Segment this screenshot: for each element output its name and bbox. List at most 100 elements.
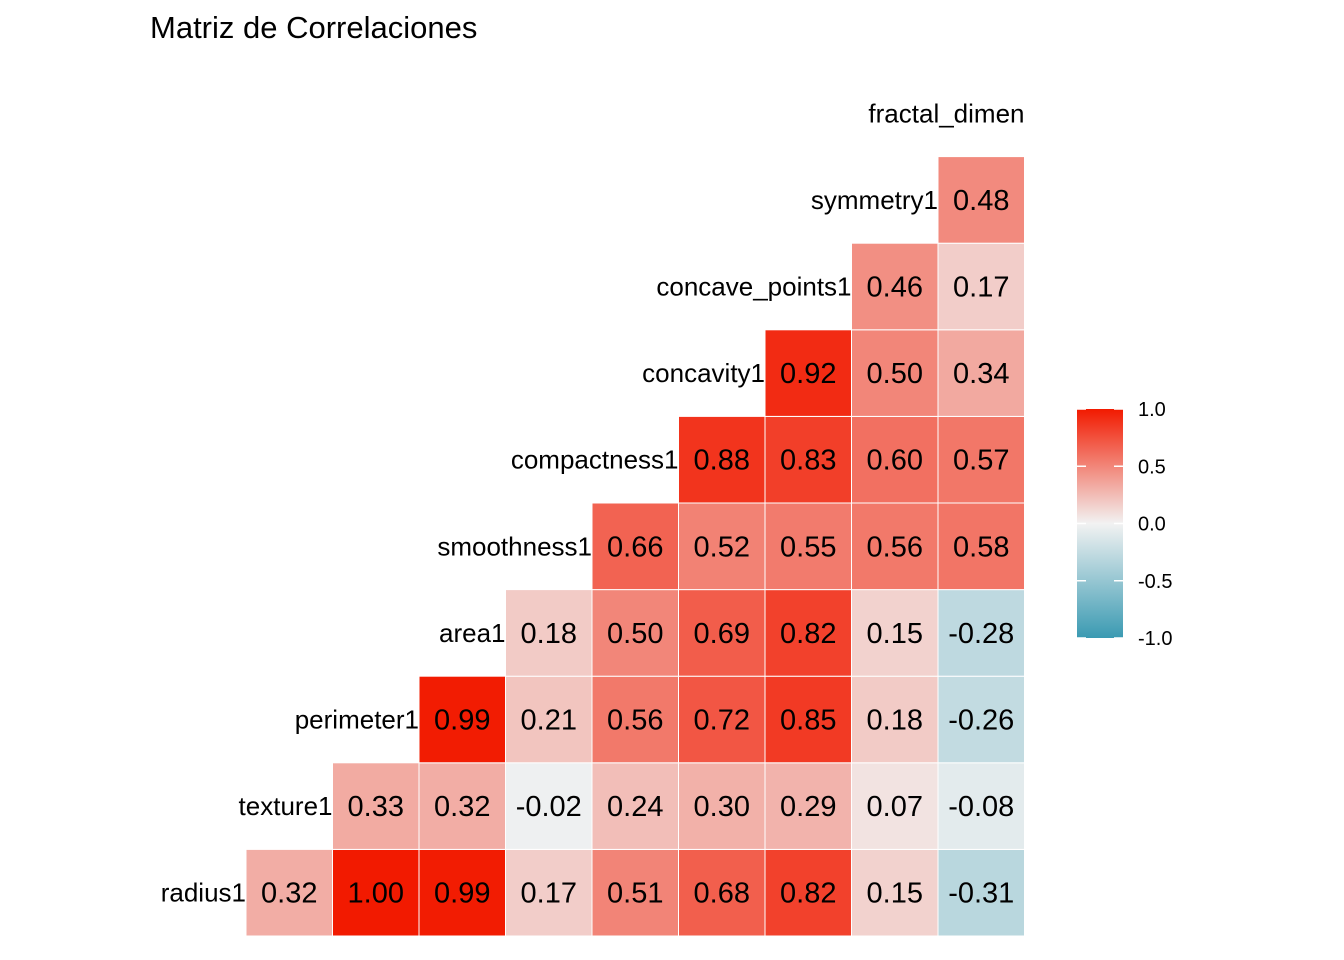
- cell-value: 0.32: [261, 878, 317, 910]
- cell-value: 0.99: [434, 705, 490, 737]
- row-label: concavity1: [642, 358, 765, 388]
- heatmap-cell: [764, 415, 852, 504]
- heatmap-cell: [678, 848, 766, 937]
- chart-title: Matriz de Correlaciones: [150, 10, 478, 45]
- heatmap-cell: [505, 848, 593, 937]
- cell-value: 0.57: [953, 445, 1009, 477]
- cell-value: 0.50: [607, 618, 663, 650]
- cell-value: 0.17: [521, 878, 577, 910]
- legend-tick-label: -0.5: [1138, 571, 1172, 593]
- cell-value: 0.50: [867, 358, 923, 390]
- legend-tick-label: -1.0: [1138, 628, 1172, 650]
- cell-value: 0.29: [780, 791, 836, 823]
- row-label: perimeter1: [295, 705, 419, 735]
- legend-tick-label: 1.0: [1138, 399, 1166, 421]
- cell-value: -0.02: [516, 791, 582, 823]
- heatmap-cell: [418, 675, 506, 764]
- heatmap-cell: [851, 415, 939, 504]
- heatmap-cell: [764, 502, 852, 591]
- row-label: texture1: [239, 791, 333, 821]
- heatmap-cell: [937, 415, 1025, 504]
- cell-value: -0.28: [948, 618, 1014, 650]
- row-label: symmetry1: [811, 185, 938, 215]
- cell-value: 0.52: [694, 531, 750, 563]
- heatmap-cell: [851, 329, 939, 417]
- cell-value: 0.30: [694, 791, 750, 823]
- cell-value: 0.83: [780, 445, 836, 477]
- cell-value: 0.33: [348, 791, 404, 823]
- cell-value: 0.15: [867, 878, 923, 910]
- heatmap-cell: [591, 502, 679, 591]
- cell-value: 0.56: [607, 705, 663, 737]
- cell-value: 0.15: [867, 618, 923, 650]
- legend-tick-label: 0.5: [1138, 456, 1166, 478]
- cell-value: 0.82: [780, 618, 836, 650]
- row-label: area1: [439, 618, 506, 648]
- heatmap-cell: [678, 762, 766, 850]
- heatmap-cell: [764, 762, 852, 850]
- heatmap-cell: [851, 242, 939, 331]
- top-label: fractal_dimen: [868, 98, 1024, 128]
- cell-value: 0.46: [867, 272, 923, 304]
- cell-value: 0.68: [694, 878, 750, 910]
- heatmap-cell: [678, 415, 766, 504]
- cell-value: 0.82: [780, 878, 836, 910]
- heatmap-cell: [764, 848, 852, 937]
- heatmap-cell: [245, 848, 333, 937]
- heatmap-cell: [591, 589, 679, 677]
- cell-value: 0.18: [867, 705, 923, 737]
- cell-value: 0.07: [867, 791, 923, 823]
- color-legend: 1.0 0.5 0.0 -0.5 -1.0: [1077, 399, 1172, 650]
- row-labels: radius1 texture1 perimeter1 area1 smoothness…: [161, 98, 1025, 907]
- cell-value: 1.00: [348, 878, 404, 910]
- legend-tick-label: 0.0: [1138, 514, 1166, 536]
- heatmap-cell: [505, 675, 593, 764]
- cell-value: -0.08: [948, 791, 1014, 823]
- heatmap-cell: [937, 762, 1025, 850]
- heatmap-cell: [764, 675, 852, 764]
- heatmap-cells: 0.32 1.00 0.99 0.17 0.51 0.68 0.82 0.15 -0.31 0.3…: [245, 156, 1025, 937]
- heatmap-cell: [851, 848, 939, 937]
- cell-value: 0.88: [694, 445, 750, 477]
- heatmap-cell: [591, 848, 679, 937]
- cell-value: 0.21: [521, 705, 577, 737]
- cell-value: 0.66: [607, 531, 663, 563]
- row-label: compactness1: [511, 445, 679, 475]
- cell-value: 0.92: [780, 358, 836, 390]
- heatmap-cell: [937, 502, 1025, 591]
- heatmap-cell: [591, 675, 679, 764]
- heatmap-cell: [937, 329, 1025, 417]
- cell-value: 0.32: [434, 791, 490, 823]
- cell-value: 0.24: [607, 791, 663, 823]
- heatmap-cell: [851, 589, 939, 677]
- heatmap-cell: [505, 589, 593, 677]
- cell-value: 0.85: [780, 705, 836, 737]
- cell-value: -0.26: [948, 705, 1014, 737]
- cell-value: 0.18: [521, 618, 577, 650]
- heatmap-cell: [591, 762, 679, 850]
- cell-value: 0.58: [953, 531, 1009, 563]
- row-label: concave_points1: [656, 272, 851, 302]
- heatmap-cell: [505, 762, 593, 850]
- cell-value: 0.56: [867, 531, 923, 563]
- cell-value: 0.34: [953, 358, 1009, 390]
- heatmap-cell: [851, 762, 939, 850]
- heatmap-cell: [418, 762, 506, 850]
- cell-value: 0.51: [607, 878, 663, 910]
- cell-value: 0.99: [434, 878, 490, 910]
- cell-value: -0.31: [948, 878, 1014, 910]
- cell-value: 0.48: [953, 185, 1009, 217]
- heatmap-cell: [332, 762, 420, 850]
- heatmap-cell: [418, 848, 506, 937]
- cell-value: 0.17: [953, 272, 1009, 304]
- row-label: radius1: [161, 878, 246, 908]
- cell-value: 0.60: [867, 445, 923, 477]
- heatmap-cell: [937, 675, 1025, 764]
- heatmap-cell: [937, 156, 1025, 244]
- row-label: smoothness1: [437, 531, 592, 561]
- heatmap-cell: [851, 675, 939, 764]
- heatmap-cell: [937, 242, 1025, 331]
- cell-value: 0.69: [694, 618, 750, 650]
- heatmap-cell: [937, 848, 1025, 937]
